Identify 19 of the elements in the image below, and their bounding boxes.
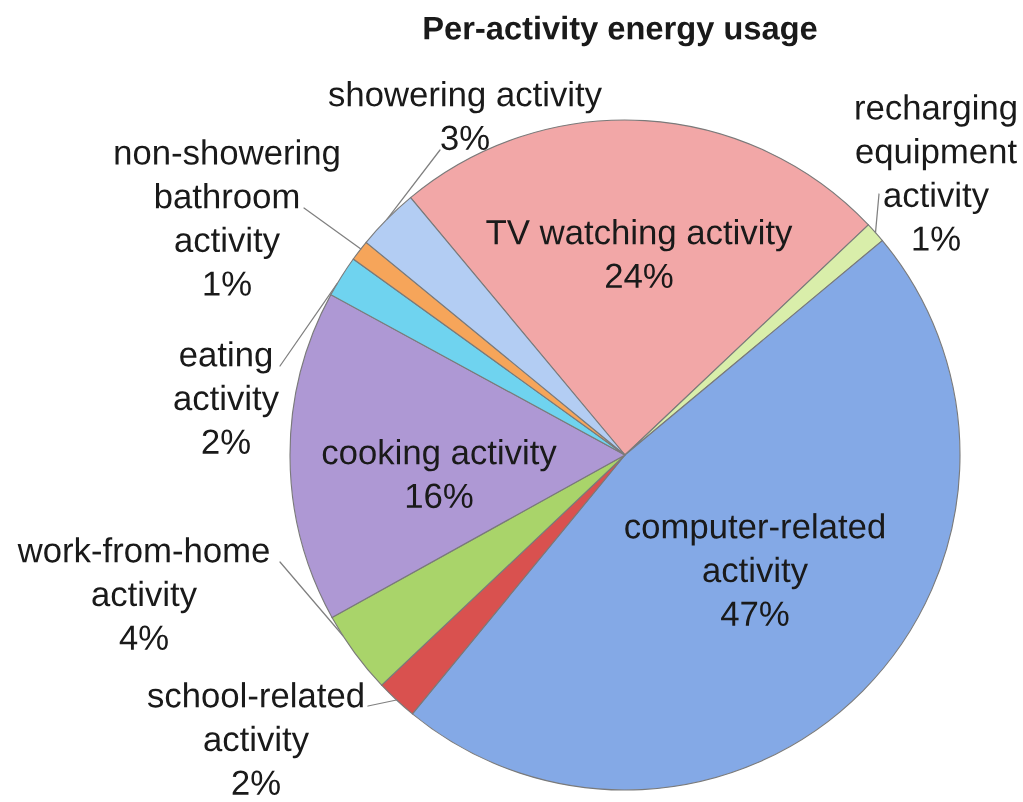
slice-label: recharging equipment activity (856, 94, 1017, 215)
slice-label: non-showering bathroom activity (115, 139, 339, 260)
data-label: 3% (441, 125, 489, 151)
data-label: 1% (204, 271, 251, 296)
data-label: 4% (119, 625, 168, 650)
data-label: 16% (406, 483, 473, 509)
slice-label: cooking activity (322, 438, 557, 472)
data-label: 1% (913, 226, 960, 251)
slice-label: work-from-home activity (17, 537, 269, 614)
data-label: 2% (202, 429, 250, 454)
slice-label: showering activity (328, 80, 602, 114)
data-label: 24% (606, 263, 673, 289)
slice-label: eating activity (174, 341, 279, 418)
slice-label: school-related activity (147, 682, 363, 759)
data-label: 47% (721, 601, 789, 626)
slice-label: computer-related activity (625, 513, 885, 590)
slice-label: TV watching activity (486, 218, 793, 252)
data-label: 2% (232, 770, 280, 795)
chart-title: Per-activity energy usage (424, 15, 817, 47)
